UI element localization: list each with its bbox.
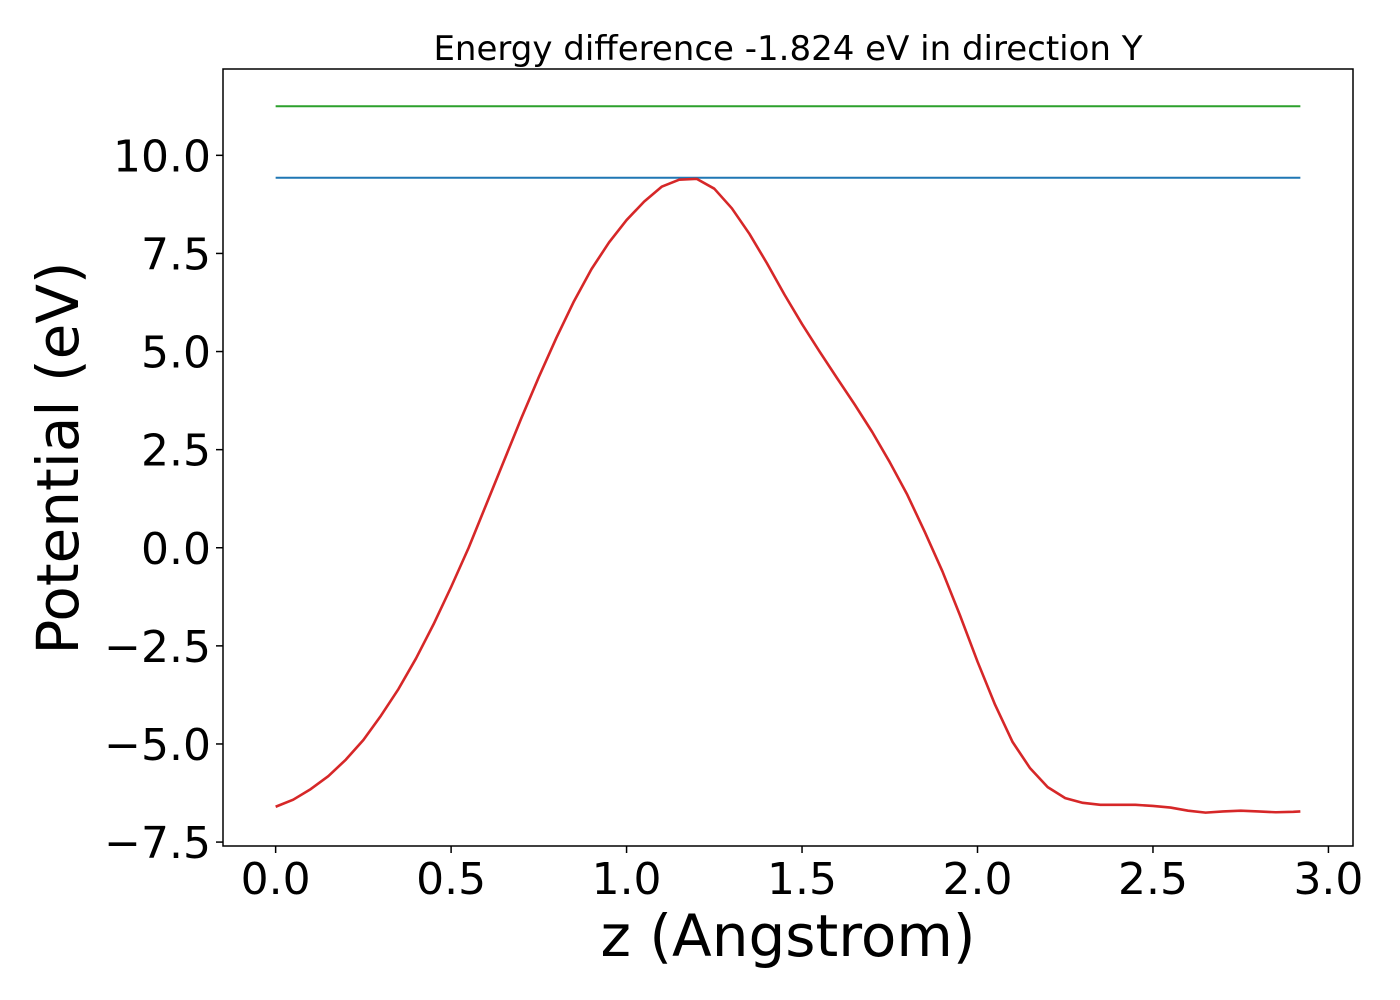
x-tick-label: 3.0 (1293, 854, 1363, 905)
y-tick-label: −5.0 (104, 720, 211, 771)
x-axis: 0.0 0.5 1.0 1.5 2.0 2.5 3.0 (241, 846, 1363, 905)
x-tick-label: 0.0 (241, 854, 311, 905)
x-tick-label: 2.0 (943, 854, 1013, 905)
y-tick-label: −2.5 (104, 622, 211, 673)
x-axis-label: z (Angstrom) (601, 902, 976, 970)
series-layer (275, 105, 1301, 814)
x-tick-label: 2.5 (1118, 854, 1188, 905)
x-tick-label: 1.5 (767, 854, 837, 905)
y-axis: −7.5 −5.0 −2.5 0.0 2.5 5.0 7.5 10.0 (104, 131, 223, 869)
y-tick-label: 0.0 (141, 524, 211, 575)
series-line-3 (275, 177, 1301, 814)
chart-title: Energy difference -1.824 eV in direction… (433, 29, 1142, 69)
y-tick-label: 5.0 (141, 328, 211, 379)
y-tick-label: −7.5 (104, 818, 211, 869)
x-tick-label: 1.0 (592, 854, 662, 905)
y-axis-label: Potential (eV) (24, 261, 92, 654)
y-tick-label: 2.5 (141, 426, 211, 477)
y-tick-label: 7.5 (141, 229, 211, 280)
plot-area (222, 68, 1354, 847)
y-tick-label: 10.0 (113, 131, 211, 182)
x-tick-label: 0.5 (416, 854, 486, 905)
